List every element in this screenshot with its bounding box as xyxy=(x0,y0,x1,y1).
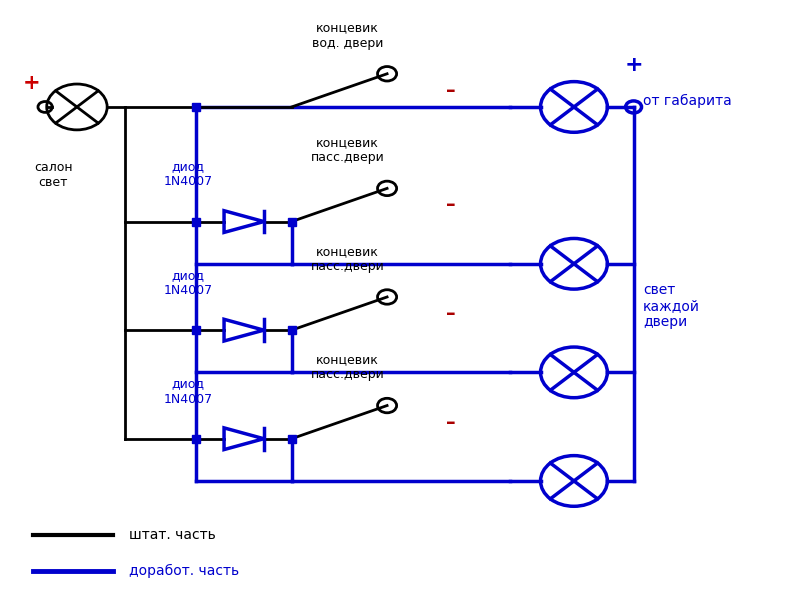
Text: доработ. часть: доработ. часть xyxy=(128,564,239,579)
Text: –: – xyxy=(446,304,456,323)
Text: +: + xyxy=(624,55,643,75)
Text: от габарита: от габарита xyxy=(643,94,732,108)
Text: штат. часть: штат. часть xyxy=(128,528,215,542)
Text: –: – xyxy=(446,81,456,100)
Text: свет
каждой
двери: свет каждой двери xyxy=(643,283,700,329)
Text: диод
1N4007: диод 1N4007 xyxy=(164,269,213,297)
Text: концевик
пасс.двери: концевик пасс.двери xyxy=(310,136,384,164)
Text: –: – xyxy=(446,196,456,215)
Text: концевик
пасс.двери: концевик пасс.двери xyxy=(310,353,384,381)
Text: диод
1N4007: диод 1N4007 xyxy=(164,378,213,405)
Text: концевик
вод. двери: концевик вод. двери xyxy=(312,22,383,50)
Text: диод
1N4007: диод 1N4007 xyxy=(164,161,213,188)
Text: концевик
пасс.двери: концевик пасс.двери xyxy=(310,245,384,273)
Text: +: + xyxy=(23,73,41,93)
Text: –: – xyxy=(446,413,456,431)
Text: салон
свет: салон свет xyxy=(34,161,73,189)
